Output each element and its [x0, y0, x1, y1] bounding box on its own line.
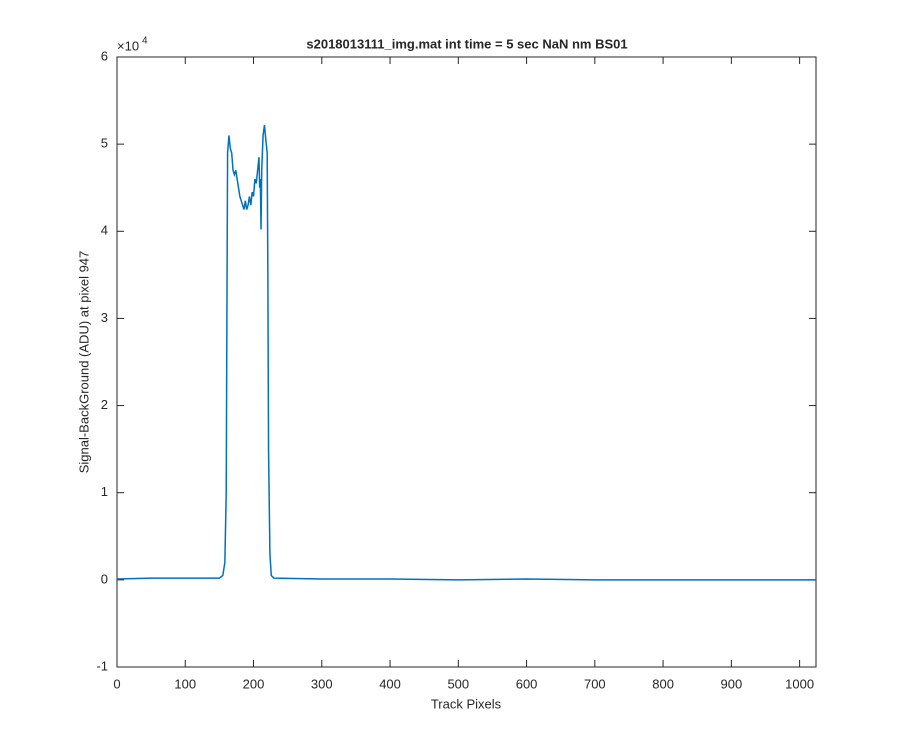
x-tick-label: 1000 [785, 676, 814, 691]
x-tick-label: 600 [516, 676, 538, 691]
y-tick-label: 4 [101, 223, 108, 238]
y-tick-label: 5 [101, 136, 108, 151]
y-axis-label: Signal-BackGround (ADU) at pixel 947 [76, 251, 91, 474]
x-tick-label: 900 [721, 676, 743, 691]
y-tick-label: -1 [96, 658, 108, 673]
y-tick-label: 2 [101, 397, 108, 412]
x-tick-label: 800 [652, 676, 674, 691]
y-tick-label: 1 [101, 484, 108, 499]
axes-box [116, 56, 817, 668]
x-tick-label: 0 [113, 676, 120, 691]
y-tick-label: 3 [101, 310, 108, 325]
x-tick-label: 500 [447, 676, 469, 691]
x-tick-label: 700 [584, 676, 606, 691]
y-tick-label: 6 [101, 48, 108, 63]
data-line [116, 124, 816, 581]
x-tick-label: 300 [311, 676, 333, 691]
y-tick-label: 0 [101, 571, 108, 586]
x-tick-label: 400 [379, 676, 401, 691]
y-scale-power: 4 [142, 36, 148, 47]
x-tick-label: 100 [174, 676, 196, 691]
x-tick-label: 200 [243, 676, 265, 691]
y-scale-base: ×10 [117, 38, 139, 53]
chart-title: s2018013111_img.mat int time = 5 sec NaN… [306, 36, 627, 51]
x-axis-label: Track Pixels [431, 696, 502, 711]
